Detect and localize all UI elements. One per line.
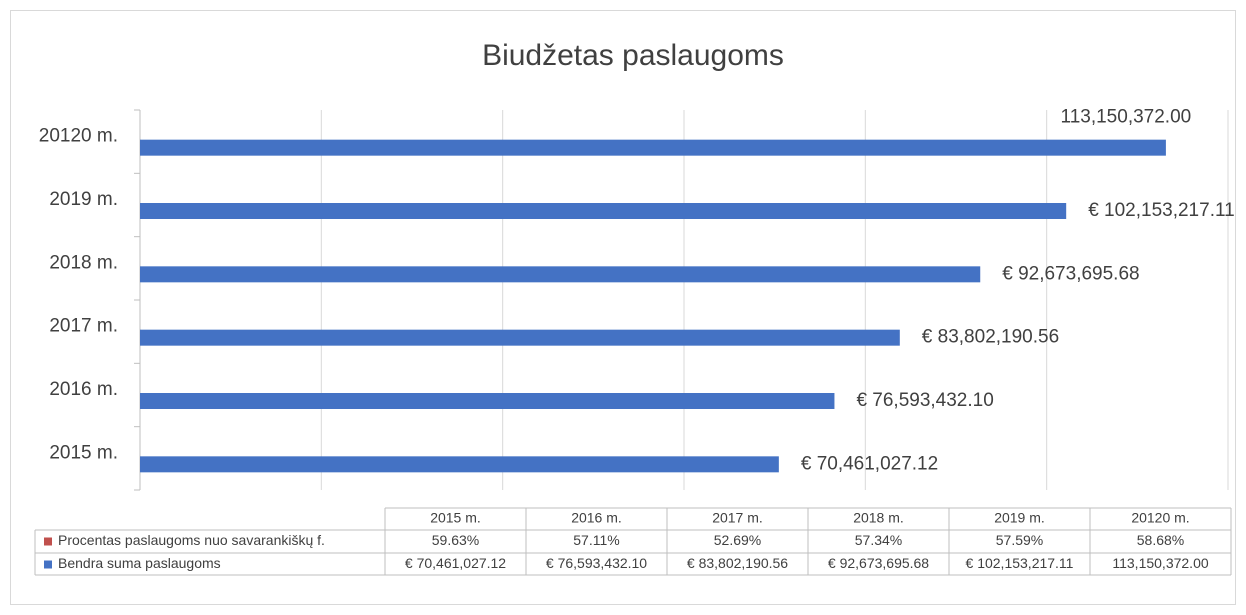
chart-title: Biudžetas paslaugoms bbox=[482, 39, 784, 72]
table-cell: 58.68% bbox=[1137, 532, 1184, 548]
data-label: € 92,673,695.68 bbox=[1002, 263, 1139, 284]
y-tick-label: 2018 m. bbox=[49, 252, 118, 273]
table-cell: € 76,593,432.10 bbox=[546, 555, 647, 571]
bar bbox=[140, 393, 835, 409]
table-cell: 52.69% bbox=[714, 532, 761, 548]
y-tick-label: 2017 m. bbox=[49, 316, 118, 337]
table-header: 2017 m. bbox=[712, 510, 763, 526]
legend-label: Procentas paslaugoms nuo savarankiškų f. bbox=[58, 532, 325, 548]
bar bbox=[140, 266, 981, 283]
table-header: 20120 m. bbox=[1131, 510, 1189, 526]
table-cell: 57.59% bbox=[996, 532, 1043, 548]
y-tick-label: 20120 m. bbox=[39, 126, 118, 147]
table-header: 2015 m. bbox=[430, 510, 481, 526]
bar bbox=[140, 329, 900, 346]
bar bbox=[140, 139, 1166, 156]
data-label: € 83,802,190.56 bbox=[922, 327, 1059, 348]
data-label: € 70,461,027.12 bbox=[801, 453, 938, 474]
legend-swatch bbox=[44, 537, 52, 546]
table-cell: 57.11% bbox=[573, 532, 619, 548]
chart-border bbox=[10, 10, 1236, 605]
data-label: 113,150,372.00 bbox=[1061, 107, 1192, 128]
table-header: 2016 m. bbox=[571, 510, 622, 526]
legend-swatch bbox=[44, 560, 52, 569]
table-cell: € 102,153,217.11 bbox=[966, 555, 1074, 571]
data-label: € 102,153,217.11 bbox=[1088, 200, 1235, 221]
data-label: € 76,593,432.10 bbox=[856, 390, 993, 411]
y-tick-label: 2016 m. bbox=[49, 379, 118, 400]
legend-label: Bendra suma paslaugoms bbox=[58, 555, 221, 571]
bar bbox=[140, 203, 1067, 219]
table-cell: 113,150,372.00 bbox=[1112, 555, 1208, 571]
y-tick-label: 2015 m. bbox=[49, 442, 118, 463]
table-cell: 57.34% bbox=[855, 532, 902, 548]
table-header: 2019 m. bbox=[994, 510, 1045, 526]
table-cell: € 70,461,027.12 bbox=[405, 555, 506, 571]
table-cell: € 92,673,695.68 bbox=[828, 555, 929, 571]
y-tick-label: 2019 m. bbox=[49, 189, 118, 210]
table-cell: € 83,802,190.56 bbox=[687, 555, 788, 571]
table-header: 2018 m. bbox=[853, 510, 904, 526]
table-cell: 59.63% bbox=[432, 532, 479, 548]
bar bbox=[140, 456, 779, 473]
